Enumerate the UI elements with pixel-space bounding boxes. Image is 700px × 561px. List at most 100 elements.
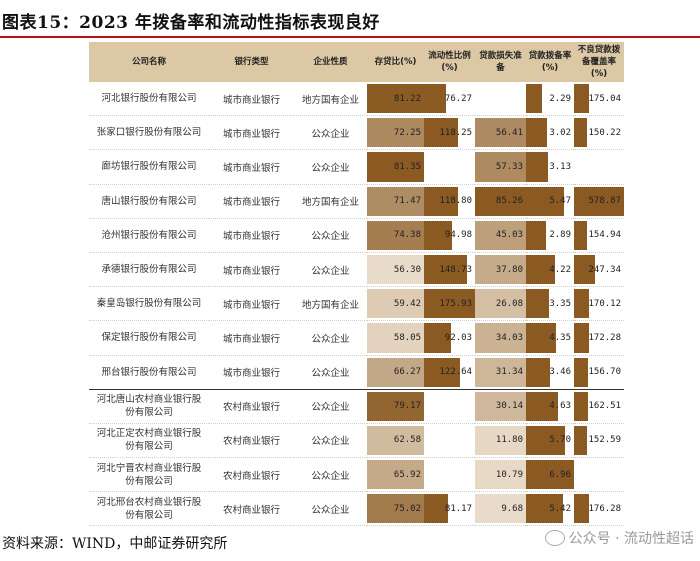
value-mark: 56.41 — [475, 118, 526, 148]
value-text: 57.33 — [495, 161, 523, 172]
value-mark: 81.35 — [367, 152, 424, 182]
value-text: 62.58 — [393, 435, 421, 446]
value-text: 152.59 — [588, 435, 621, 446]
value-fill — [526, 425, 566, 456]
value-fill — [526, 84, 542, 114]
value-mark: 2.89 — [526, 220, 574, 250]
value-text: 150.22 — [588, 127, 621, 138]
value-fill — [574, 323, 589, 353]
table-row: 张家口银行股份有限公司 城市商业银行 公众企业 72.25 118.25 56.41 3.0… — [89, 115, 624, 151]
value-text: 65.92 — [393, 469, 421, 480]
value-fill — [424, 357, 460, 387]
header-enterprise-nature: 企业性质 — [294, 42, 367, 82]
cell-npl-coverage: 170.12 — [574, 286, 624, 322]
cell-npl-coverage: 247.34 — [574, 252, 624, 288]
cell-npl-coverage: 176.28 — [574, 491, 624, 527]
value-fill — [526, 323, 556, 353]
value-fill — [367, 391, 424, 421]
cell-npl-coverage — [574, 457, 624, 493]
table-row: 承德银行股份有限公司 城市商业银行 公众企业 56.30 148.73 37.80 4.22… — [89, 252, 624, 288]
value-text: 56.30 — [393, 264, 421, 275]
cell-bank-type: 城市商业银行 — [209, 286, 294, 322]
cell-loan-loss-reserve: 57.33 — [475, 149, 526, 185]
value-mark: 72.25 — [367, 118, 424, 148]
cell-bank-type: 农村商业银行 — [209, 491, 294, 527]
value-mark: 170.12 — [574, 289, 624, 319]
value-mark: 57.33 — [475, 152, 526, 182]
value-mark — [574, 460, 624, 489]
value-fill — [475, 391, 526, 421]
value-text: 75.02 — [393, 503, 421, 514]
cell-company-name: 河北宁晋农村商业银行股份有限公司 — [89, 457, 209, 493]
value-text: 175.04 — [588, 93, 621, 104]
value-fill — [526, 152, 548, 182]
value-text: 30.14 — [495, 401, 523, 412]
value-text: 26.08 — [495, 298, 523, 309]
value-mark: 10.79 — [475, 460, 526, 490]
value-fill — [424, 220, 452, 250]
cell-loan-deposit-ratio: 75.02 — [367, 491, 424, 527]
value-text: 170.12 — [588, 298, 621, 309]
value-fill — [526, 220, 546, 250]
cell-provision-rate: 4.63 — [526, 388, 574, 424]
value-fill — [367, 425, 424, 456]
value-text: 176.28 — [588, 503, 621, 514]
cell-loan-deposit-ratio: 58.05 — [367, 320, 424, 356]
value-mark: 122.64 — [424, 357, 475, 387]
value-text: 6.96 — [549, 469, 571, 480]
value-fill — [367, 84, 424, 114]
value-fill — [475, 460, 526, 490]
cell-loan-loss-reserve: 30.14 — [475, 388, 526, 424]
cell-loan-deposit-ratio: 56.30 — [367, 252, 424, 288]
table-row: 河北唐山农村商业银行股份有限公司 农村商业银行 公众企业 79.17 30.14 4.63… — [89, 388, 624, 424]
cell-loan-deposit-ratio: 71.47 — [367, 184, 424, 219]
cell-loan-loss-reserve: 34.03 — [475, 320, 526, 356]
value-fill — [526, 186, 564, 216]
cell-loan-deposit-ratio: 66.27 — [367, 355, 424, 390]
value-fill — [367, 460, 424, 490]
cell-provision-rate: 5.42 — [526, 491, 574, 527]
cell-enterprise-nature: 公众企业 — [294, 218, 367, 253]
cell-provision-rate: 4.35 — [526, 320, 574, 356]
value-mark: 58.05 — [367, 323, 424, 353]
value-text: 76.27 — [444, 93, 472, 104]
cell-liquidity-ratio: 118.25 — [424, 115, 475, 151]
value-mark: 156.70 — [574, 357, 624, 387]
cell-bank-type: 农村商业银行 — [209, 423, 294, 459]
cell-loan-loss-reserve: 45.03 — [475, 218, 526, 253]
value-fill — [367, 357, 424, 387]
header-loan-deposit-ratio: 存贷比(%) — [367, 42, 424, 82]
value-text: 58.05 — [393, 332, 421, 343]
value-fill — [367, 494, 424, 524]
cell-bank-type: 城市商业银行 — [209, 320, 294, 356]
value-fill — [424, 494, 448, 524]
value-fill — [475, 220, 526, 250]
value-text: 85.26 — [495, 196, 523, 207]
value-text: 3.35 — [549, 298, 571, 309]
value-fill — [367, 254, 424, 285]
value-fill — [574, 357, 588, 387]
value-mark: 6.96 — [526, 460, 574, 490]
cell-liquidity-ratio: 118.80 — [424, 184, 475, 219]
source-note: 资料来源：WIND，中邮证券研究所 — [2, 536, 228, 552]
cell-liquidity-ratio: 92.03 — [424, 320, 475, 356]
cell-npl-coverage: 152.59 — [574, 423, 624, 459]
value-mark: 175.04 — [574, 84, 624, 114]
value-text: 9.68 — [501, 503, 523, 514]
bank-metrics-table: 公司名称 银行类型 企业性质 存贷比(%) 流动性比例(%) 贷款损失准备 贷款… — [89, 42, 624, 527]
value-text: 4.22 — [549, 264, 571, 275]
value-text: 247.34 — [588, 264, 621, 275]
value-text: 3.46 — [549, 367, 571, 378]
value-fill — [475, 357, 526, 387]
value-mark: 76.27 — [424, 84, 475, 114]
value-fill — [367, 118, 424, 148]
cell-loan-loss-reserve: 85.26 — [475, 184, 526, 219]
cell-liquidity-ratio — [424, 388, 475, 424]
value-mark: 148.73 — [424, 254, 475, 285]
cell-enterprise-nature: 地方国有企业 — [294, 82, 367, 117]
cell-company-name: 廊坊银行股份有限公司 — [89, 149, 209, 185]
value-text: 156.70 — [588, 367, 621, 378]
value-fill — [574, 118, 587, 148]
cell-npl-coverage: 150.22 — [574, 115, 624, 151]
wechat-icon — [544, 530, 565, 546]
